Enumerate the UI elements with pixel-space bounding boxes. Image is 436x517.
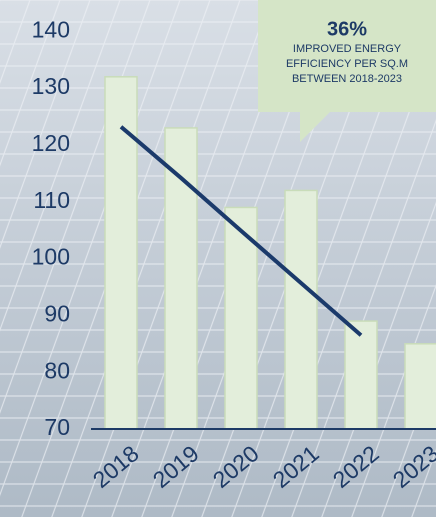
y-tick-label: 70: [44, 414, 70, 440]
bar: [104, 76, 138, 430]
y-tick-label: 130: [32, 73, 70, 99]
callout-headline: 36%: [327, 18, 367, 40]
y-tick-label: 100: [32, 244, 70, 270]
callout-text: IMPROVED ENERGY: [293, 43, 402, 55]
y-tick-label: 140: [32, 16, 70, 42]
y-tick-label: 110: [33, 187, 70, 213]
y-tick-label: 120: [32, 130, 70, 156]
callout-text: BETWEEN 2018-2023: [292, 73, 402, 85]
bar: [224, 206, 258, 430]
bar: [284, 189, 318, 430]
trend-line: [119, 125, 363, 337]
bar: [404, 343, 436, 430]
y-tick-label: 80: [44, 357, 70, 383]
y-tick-label: 90: [44, 300, 70, 326]
bar: [164, 127, 198, 430]
bar: [344, 320, 378, 430]
callout-text: EFFICIENCY PER SQ.M: [286, 58, 408, 70]
callout: [258, 0, 436, 142]
